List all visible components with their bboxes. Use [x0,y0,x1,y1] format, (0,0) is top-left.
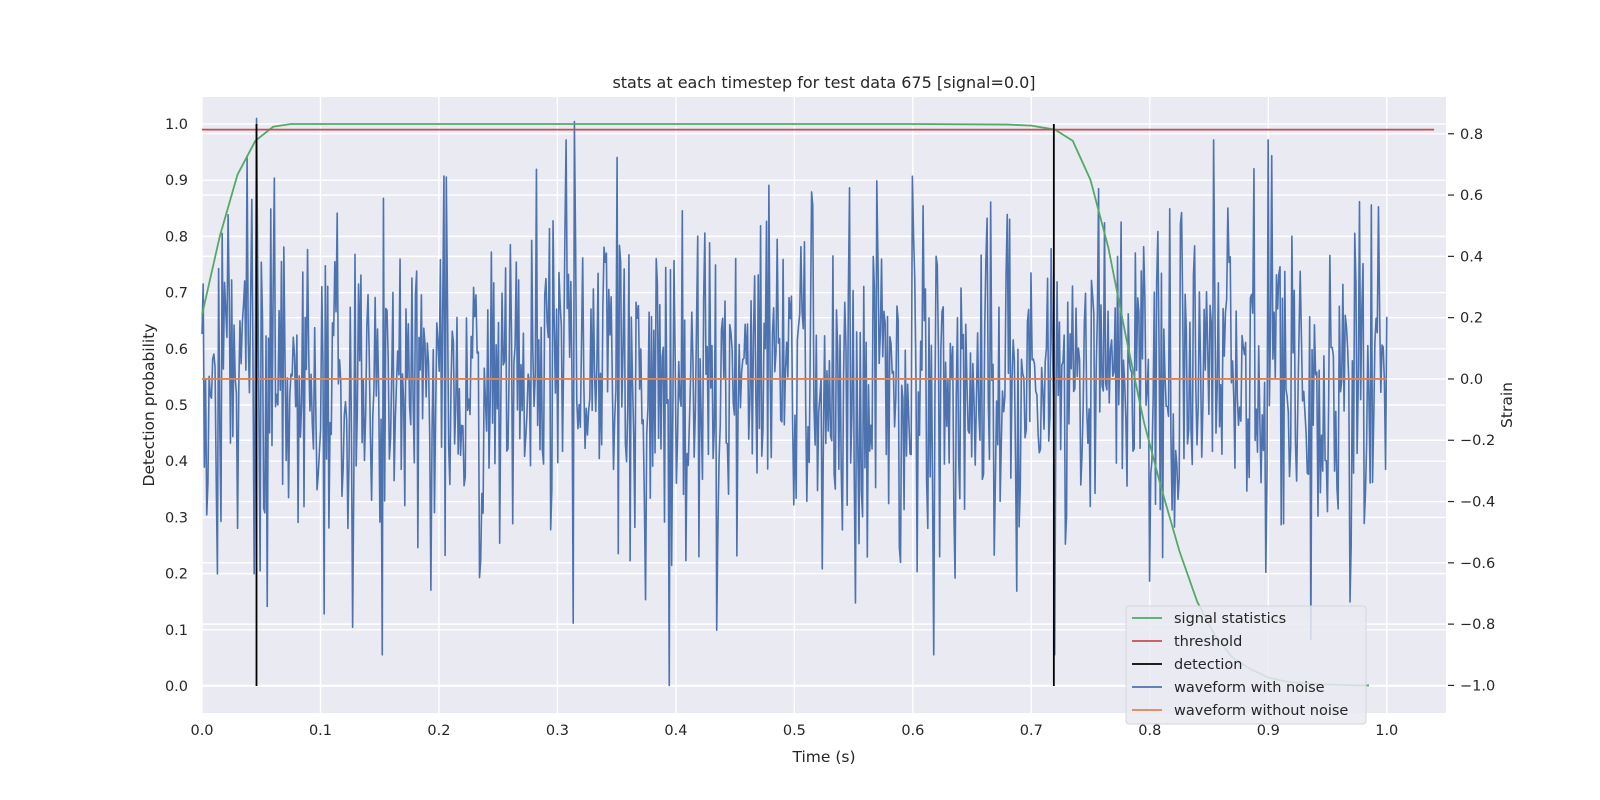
y-tick-label: 1.0 [165,117,188,133]
y2-tick-label: −0.4 [1460,495,1495,511]
y2-tick-label: −0.2 [1460,433,1495,449]
y-tick-label: 0.4 [165,454,188,470]
y-tick-label: 0.1 [165,623,188,639]
x-tick-label: 0.3 [546,723,569,739]
legend-label: threshold [1174,634,1242,650]
y-axis-label: Detection probability [140,324,158,487]
x-tick-label: 0.9 [1257,723,1280,739]
x-tick-label: 0.1 [309,723,332,739]
y2-tick-label: −1.0 [1460,678,1495,694]
chart-title: stats at each timestep for test data 675… [612,73,1035,92]
legend: signal statistics threshold detection wavef… [1125,605,1367,725]
y-tick-label: 0.7 [165,286,188,302]
legend-label: detection [1174,657,1242,673]
x-tick-label: 0.6 [901,723,924,739]
x-tick-label: 0.2 [427,723,450,739]
y2-tick-label: −0.8 [1460,617,1495,633]
x-tick-label: 1.0 [1375,723,1398,739]
x-axis-label: Time (s) [791,748,855,766]
y2-axis-label: Strain [1498,382,1516,428]
y2-tick-label: 0.4 [1460,249,1483,265]
y2-tick-label: −0.6 [1460,556,1495,572]
x-tick-label: 0.4 [664,723,687,739]
y-tick-label: 0.2 [165,567,188,583]
y-tick-label: 0.5 [165,398,188,414]
axes: 0.0 0.1 0.2 0.3 0.4 0.5 0.6 0.7 0.8 0.9 1.0 0.0 0.1 0… [165,117,1495,739]
y2-tick-label: 0.6 [1460,188,1483,204]
y-tick-label: 0.0 [165,679,188,695]
waveform-with-noise-line [201,117,1388,687]
legend-label: waveform with noise [1174,680,1325,696]
y2-tick-label: 0.0 [1460,372,1483,388]
x-tick-label: 0.7 [1020,723,1043,739]
legend-label: waveform without noise [1174,703,1348,719]
x-tick-label: 0.0 [190,723,213,739]
y-tick-label: 0.9 [165,173,188,189]
y2-tick-label: 0.8 [1460,127,1483,143]
legend-box [1125,605,1367,725]
x-tick-label: 0.5 [783,723,806,739]
y-tick-label: 0.8 [165,229,188,245]
y-tick-label: 0.6 [165,342,188,358]
y2-tick-label: 0.2 [1460,311,1483,327]
x-tick-label: 0.8 [1138,723,1161,739]
y-tick-label: 0.3 [165,510,188,526]
legend-label: signal statistics [1174,611,1286,627]
